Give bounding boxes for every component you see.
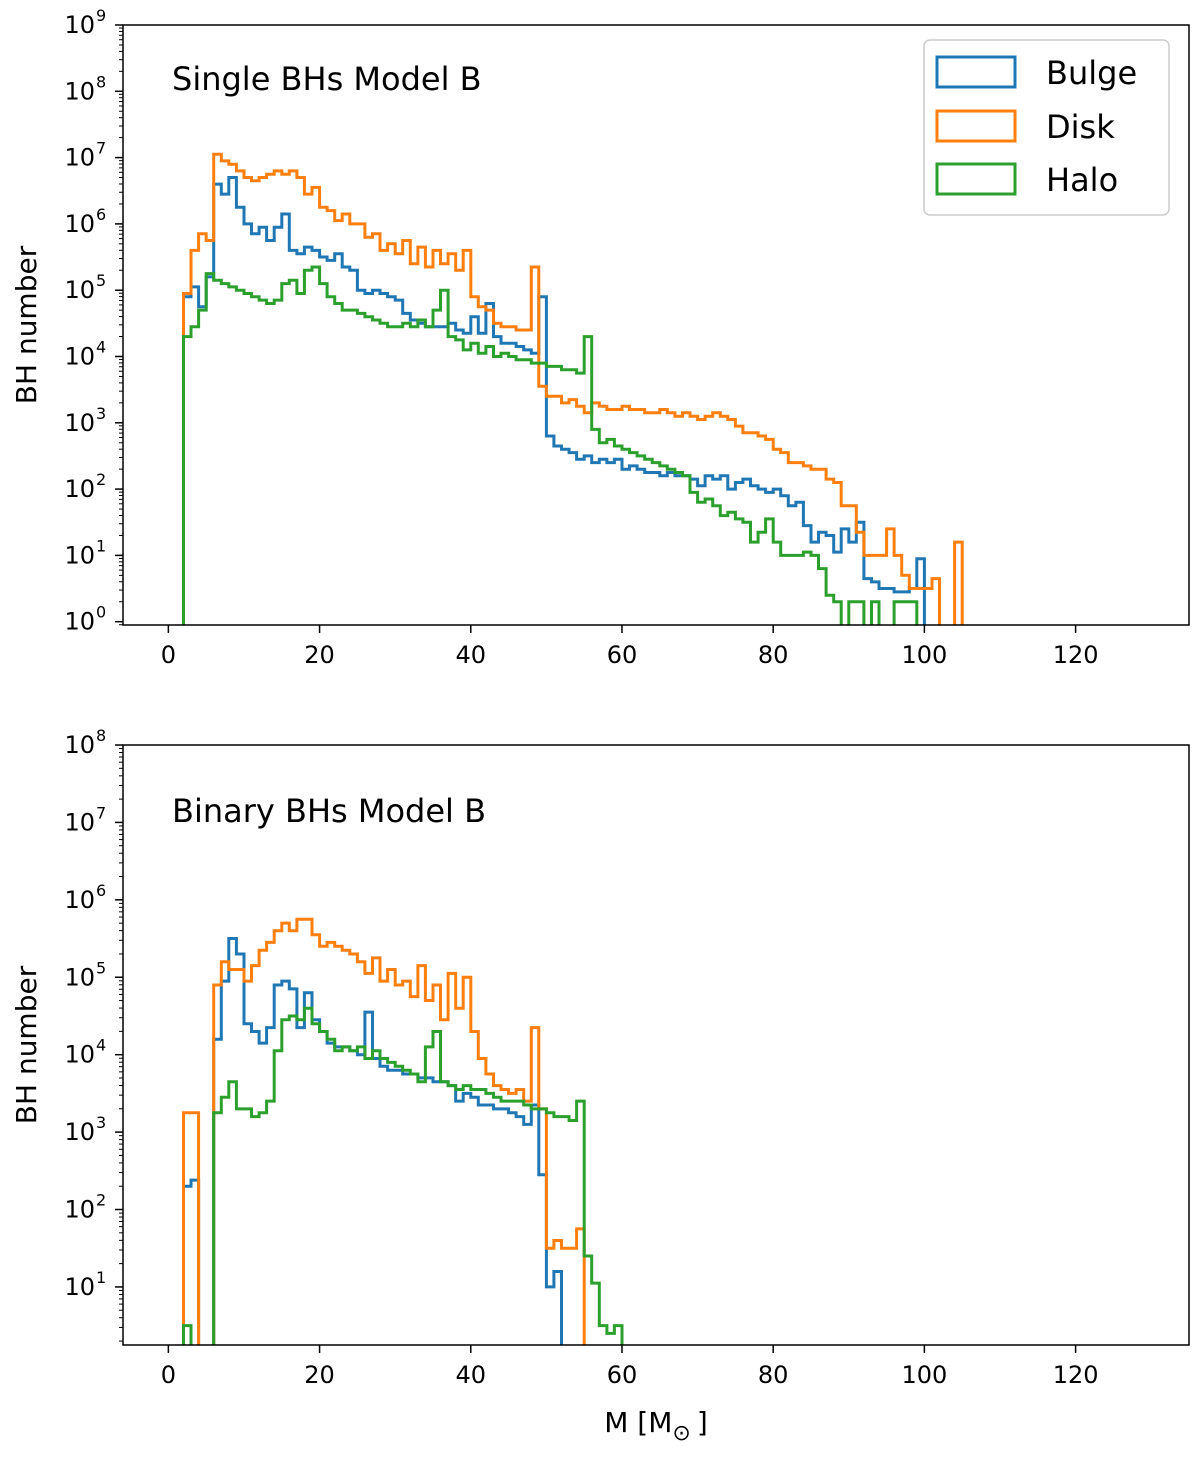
top-annotation: Single BHs Model B: [172, 60, 482, 98]
legend-label-bulge: Bulge: [1046, 54, 1137, 92]
top-xtick-label: 40: [455, 641, 486, 669]
top-ytick-exponent: 2: [96, 470, 106, 489]
bottom-halo-step-line: [182, 1006, 624, 1345]
bottom-ytick-label: 10: [64, 1041, 95, 1069]
legend-label-halo: Halo: [1046, 161, 1118, 199]
bottom-ytick-label: 10: [64, 808, 95, 836]
x-axis-label: M [M⊙]: [604, 1406, 708, 1446]
legend-swatch-disk: [935, 109, 1017, 143]
top-ytick-label: 10: [64, 77, 95, 105]
top-ytick-exponent: 3: [96, 404, 106, 423]
bottom-axes-frame: [122, 744, 1190, 1346]
top-ytick-label: 10: [64, 475, 95, 503]
top-ytick-label: 10: [64, 144, 95, 172]
top-ytick-exponent: 5: [96, 271, 106, 290]
top-ytick-exponent: 6: [96, 205, 106, 224]
top-ytick-exponent: 7: [96, 139, 106, 158]
bottom-xtick-label: 20: [304, 1361, 335, 1389]
bottom-disk-step-line: [182, 917, 586, 1345]
bottom-xtick-label: 40: [455, 1361, 486, 1389]
bottom-ytick-label: 10: [64, 886, 95, 914]
bottom-bulge-step-line: [182, 937, 563, 1345]
bottom-ytick-exponent: 6: [96, 881, 106, 900]
top-ytick-exponent: 8: [96, 72, 106, 91]
bottom-ytick-exponent: 2: [96, 1191, 106, 1210]
bottom-ytick-exponent: 3: [96, 1113, 106, 1132]
bottom-ytick-label: 10: [64, 1273, 95, 1301]
top-xtick-label: 0: [161, 641, 176, 669]
top-ytick-label: 10: [64, 541, 95, 569]
bottom-xtick-label: 100: [901, 1361, 947, 1389]
top-xtick-label: 60: [607, 641, 638, 669]
legend-swatch-halo: [935, 162, 1017, 196]
bottom-xtick-label: 0: [161, 1361, 176, 1389]
bottom-ytick-exponent: 5: [96, 958, 106, 977]
top-ytick-label: 10: [64, 409, 95, 437]
top-ylabel: BH number: [10, 245, 43, 404]
top-xtick-label: 120: [1053, 641, 1099, 669]
top-xtick-label: 80: [758, 641, 789, 669]
top-ytick-label: 10: [64, 210, 95, 238]
top-ytick-exponent: 0: [96, 603, 106, 622]
bottom-ytick-exponent: 7: [96, 803, 106, 822]
top-ytick-label: 10: [64, 342, 95, 370]
top-xtick-label: 20: [304, 641, 335, 669]
bottom-ytick-label: 10: [64, 1196, 95, 1224]
bottom-annotation: Binary BHs Model B: [172, 792, 486, 830]
top-xtick-label: 100: [901, 641, 947, 669]
bottom-ylabel: BH number: [10, 965, 43, 1124]
bottom-xtick-label: 120: [1053, 1361, 1099, 1389]
top-halo-step-line: [182, 265, 919, 625]
legend-label-disk: Disk: [1046, 108, 1115, 146]
bottom-ytick-label: 10: [64, 963, 95, 991]
bottom-series-layer: [182, 917, 624, 1345]
legend-swatch-bulge: [935, 55, 1017, 89]
top-ytick-label: 10: [64, 276, 95, 304]
bottom-xtick-label: 60: [607, 1361, 638, 1389]
bottom-ytick-exponent: 1: [96, 1268, 106, 1287]
top-ytick-exponent: 4: [96, 337, 106, 356]
bottom-ytick-label: 10: [64, 1118, 95, 1146]
bottom-ytick-exponent: 4: [96, 1036, 106, 1055]
top-ytick-label: 10: [64, 608, 95, 636]
top-ytick-label: 10: [64, 11, 95, 39]
top-bulge-step-line: [182, 176, 926, 625]
bottom-ytick-exponent: 8: [96, 726, 106, 745]
top-ytick-exponent: 1: [96, 536, 106, 555]
legend-box: [923, 39, 1170, 216]
bottom-ytick-label: 10: [64, 731, 95, 759]
top-disk-step-line: [182, 152, 964, 625]
bottom-xtick-label: 80: [758, 1361, 789, 1389]
top-series-layer: [182, 152, 964, 625]
legend: Bulge Disk Halo: [923, 39, 1170, 216]
top-ytick-exponent: 9: [96, 6, 106, 25]
